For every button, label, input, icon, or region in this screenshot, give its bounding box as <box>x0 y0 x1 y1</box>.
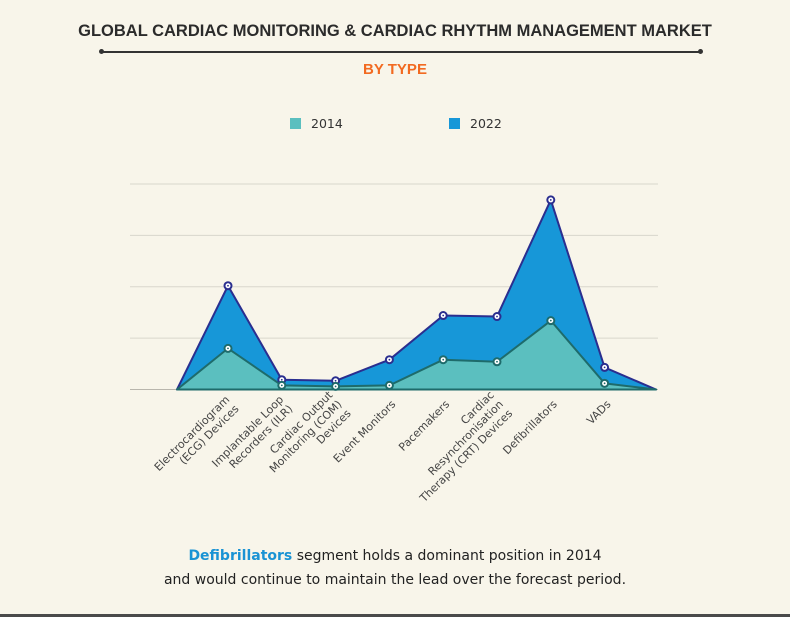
data-point-center-2022 <box>603 366 606 369</box>
data-point-center-2022 <box>442 314 445 317</box>
x-tick-label-line: VADs <box>584 398 614 428</box>
legend-swatch-2022 <box>449 118 460 129</box>
title-rule <box>101 51 700 53</box>
data-point-center-2014 <box>549 319 552 322</box>
title-rule-dot-right <box>698 49 703 54</box>
data-point-center-2014 <box>388 384 391 387</box>
bottom-border <box>0 614 790 617</box>
data-point-center-2022 <box>334 379 337 382</box>
chart-title: GLOBAL CARDIAC MONITORING & CARDIAC RHYT… <box>78 22 712 40</box>
data-point-center-2014 <box>280 384 283 387</box>
data-point-center-2022 <box>388 358 391 361</box>
data-point-center-2014 <box>603 382 606 385</box>
series-areas <box>176 198 657 391</box>
data-points <box>223 195 610 391</box>
data-point-center-2022 <box>549 199 552 201</box>
legend-label-2022: 2022 <box>470 116 502 131</box>
data-point-center-2014 <box>227 347 229 350</box>
data-point-center-2014 <box>334 385 337 388</box>
insight-highlight: Defibrillators <box>188 548 293 564</box>
insight-line-2: and would continue to maintain the lead … <box>163 572 627 588</box>
legend-label-2014: 2014 <box>311 116 343 131</box>
x-tick-label-line: Defibrillators <box>500 398 560 458</box>
data-point-center-2014 <box>442 358 445 361</box>
x-tick-label: Defibrillators <box>500 398 560 458</box>
x-tick-label: Electrocardiogram(ECG) Devices <box>152 393 242 474</box>
data-point-center-2022 <box>496 315 498 318</box>
legend-swatch-2014 <box>290 118 301 129</box>
x-axis-labels: Electrocardiogram(ECG) DevicesImplantabl… <box>152 388 614 505</box>
x-tick-label: VADs <box>584 398 614 428</box>
legend-item-2022: 2022 <box>449 116 502 131</box>
x-tick-label: Pacemakers <box>396 398 452 454</box>
data-point-center-2022 <box>227 284 229 287</box>
insight-line-1: Defibrillators segment holds a dominant … <box>0 548 790 564</box>
legend-item-2014: 2014 <box>290 116 343 131</box>
data-point-center-2022 <box>280 378 283 381</box>
x-tick-label-line: Pacemakers <box>396 398 452 454</box>
data-point-center-2014 <box>496 360 498 363</box>
chart-subtitle: BY TYPE <box>363 61 427 78</box>
insight-line-1-text: segment holds a dominant position in 201… <box>292 548 602 564</box>
